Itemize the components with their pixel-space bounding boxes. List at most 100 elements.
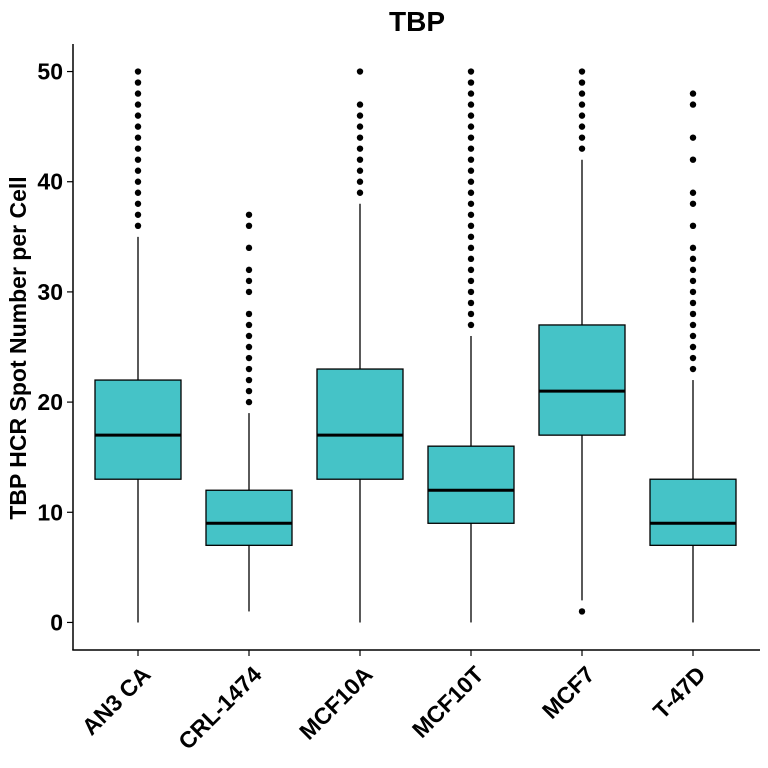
outlier-point bbox=[134, 68, 142, 75]
iqr-box bbox=[316, 368, 404, 480]
y-tick-label: 30 bbox=[37, 279, 63, 305]
outlier-point bbox=[245, 376, 253, 384]
outlier-point bbox=[578, 90, 586, 97]
box-group-crl-1474 bbox=[205, 211, 293, 612]
outlier-point bbox=[356, 101, 364, 108]
outlier-point bbox=[134, 200, 142, 207]
outlier-point bbox=[467, 156, 475, 163]
outlier-point bbox=[245, 222, 253, 229]
outlier-point bbox=[467, 90, 475, 97]
outlier-point bbox=[689, 310, 697, 318]
outlier-point bbox=[134, 112, 142, 119]
y-tick-label: 20 bbox=[37, 389, 63, 415]
outlier-point bbox=[689, 255, 697, 263]
outlier-point bbox=[134, 134, 142, 141]
outlier-point bbox=[245, 244, 253, 252]
outlier-point bbox=[134, 123, 142, 130]
outlier-point bbox=[467, 211, 475, 218]
box-group-mcf10a bbox=[316, 68, 404, 623]
outlier-point bbox=[689, 354, 697, 362]
outlier-point bbox=[689, 321, 697, 329]
plot-area bbox=[94, 68, 737, 623]
outlier-point bbox=[245, 354, 253, 362]
outlier-point bbox=[689, 332, 697, 340]
outlier-point bbox=[245, 277, 253, 285]
outlier-point bbox=[689, 277, 697, 285]
outlier-point bbox=[134, 145, 142, 152]
outlier-point bbox=[245, 343, 253, 351]
outlier-point bbox=[134, 222, 142, 229]
outlier-point bbox=[578, 101, 586, 108]
outlier-point bbox=[356, 145, 364, 152]
outlier-point bbox=[356, 156, 364, 163]
outlier-point bbox=[245, 332, 253, 340]
outlier-point bbox=[578, 79, 586, 86]
y-axis-ticks: 0 10 20 30 40 50 bbox=[37, 59, 73, 635]
outlier-point bbox=[689, 156, 697, 163]
outlier-point bbox=[356, 178, 364, 185]
outlier-point bbox=[689, 266, 697, 274]
outlier-point bbox=[356, 112, 364, 119]
outlier-point bbox=[467, 112, 475, 119]
outlier-point bbox=[134, 167, 142, 174]
iqr-box bbox=[538, 324, 626, 436]
outlier-point bbox=[578, 134, 586, 141]
outlier-point bbox=[689, 288, 697, 296]
outlier-point bbox=[467, 200, 475, 207]
x-tick-label: CRL-1474 bbox=[173, 661, 267, 755]
outlier-point bbox=[356, 134, 364, 141]
x-tick-label: AN3 CA bbox=[77, 661, 156, 740]
outlier-point bbox=[467, 299, 475, 307]
outlier-point bbox=[467, 244, 475, 252]
x-tick-label: MCF10A bbox=[294, 661, 377, 744]
outlier-point bbox=[689, 90, 697, 97]
outlier-point bbox=[467, 222, 475, 229]
outlier-point bbox=[245, 266, 253, 274]
outlier-point bbox=[467, 167, 475, 174]
iqr-box bbox=[94, 379, 182, 480]
outlier-point bbox=[134, 79, 142, 86]
outlier-point bbox=[467, 123, 475, 130]
outlier-point bbox=[578, 112, 586, 119]
outlier-point bbox=[134, 211, 142, 218]
outlier-point bbox=[689, 365, 697, 373]
box-group-mcf7 bbox=[538, 68, 626, 615]
outlier-point bbox=[245, 321, 253, 329]
outlier-point bbox=[245, 387, 253, 395]
x-tick-label: MCF10T bbox=[407, 661, 489, 743]
outlier-point bbox=[689, 134, 697, 141]
outlier-point bbox=[467, 101, 475, 108]
outlier-point bbox=[134, 189, 142, 196]
outlier-point bbox=[356, 68, 364, 75]
outlier-point bbox=[467, 233, 475, 241]
outlier-point bbox=[356, 189, 364, 196]
iqr-box bbox=[427, 445, 515, 524]
outlier-point bbox=[245, 365, 253, 373]
outlier-point bbox=[467, 255, 475, 263]
outlier-point bbox=[134, 156, 142, 163]
outlier-point bbox=[467, 321, 475, 329]
outlier-point bbox=[689, 222, 697, 229]
x-tick-label: MCF7 bbox=[537, 661, 600, 724]
outlier-point bbox=[356, 123, 364, 130]
box-group-mcf10t bbox=[427, 68, 515, 623]
outlier-point bbox=[467, 145, 475, 152]
outlier-point bbox=[467, 68, 475, 75]
y-tick-label: 0 bbox=[50, 609, 63, 635]
outlier-point bbox=[689, 189, 697, 196]
outlier-point bbox=[578, 68, 586, 75]
iqr-box bbox=[205, 489, 293, 546]
x-tick-label: T-47D bbox=[648, 661, 711, 724]
outlier-point bbox=[467, 189, 475, 196]
outlier-point bbox=[134, 90, 142, 97]
box-group-an3-ca bbox=[94, 68, 182, 623]
outlier-point bbox=[689, 299, 697, 307]
outlier-point bbox=[245, 288, 253, 296]
outlier-point bbox=[689, 244, 697, 252]
outlier-point bbox=[467, 310, 475, 318]
x-axis-ticks: AN3 CA CRL-1474 MCF10A MCF10T MCF7 T-47D bbox=[77, 650, 711, 755]
outlier-point bbox=[578, 608, 586, 615]
outlier-point bbox=[134, 178, 142, 185]
outlier-point bbox=[467, 178, 475, 185]
